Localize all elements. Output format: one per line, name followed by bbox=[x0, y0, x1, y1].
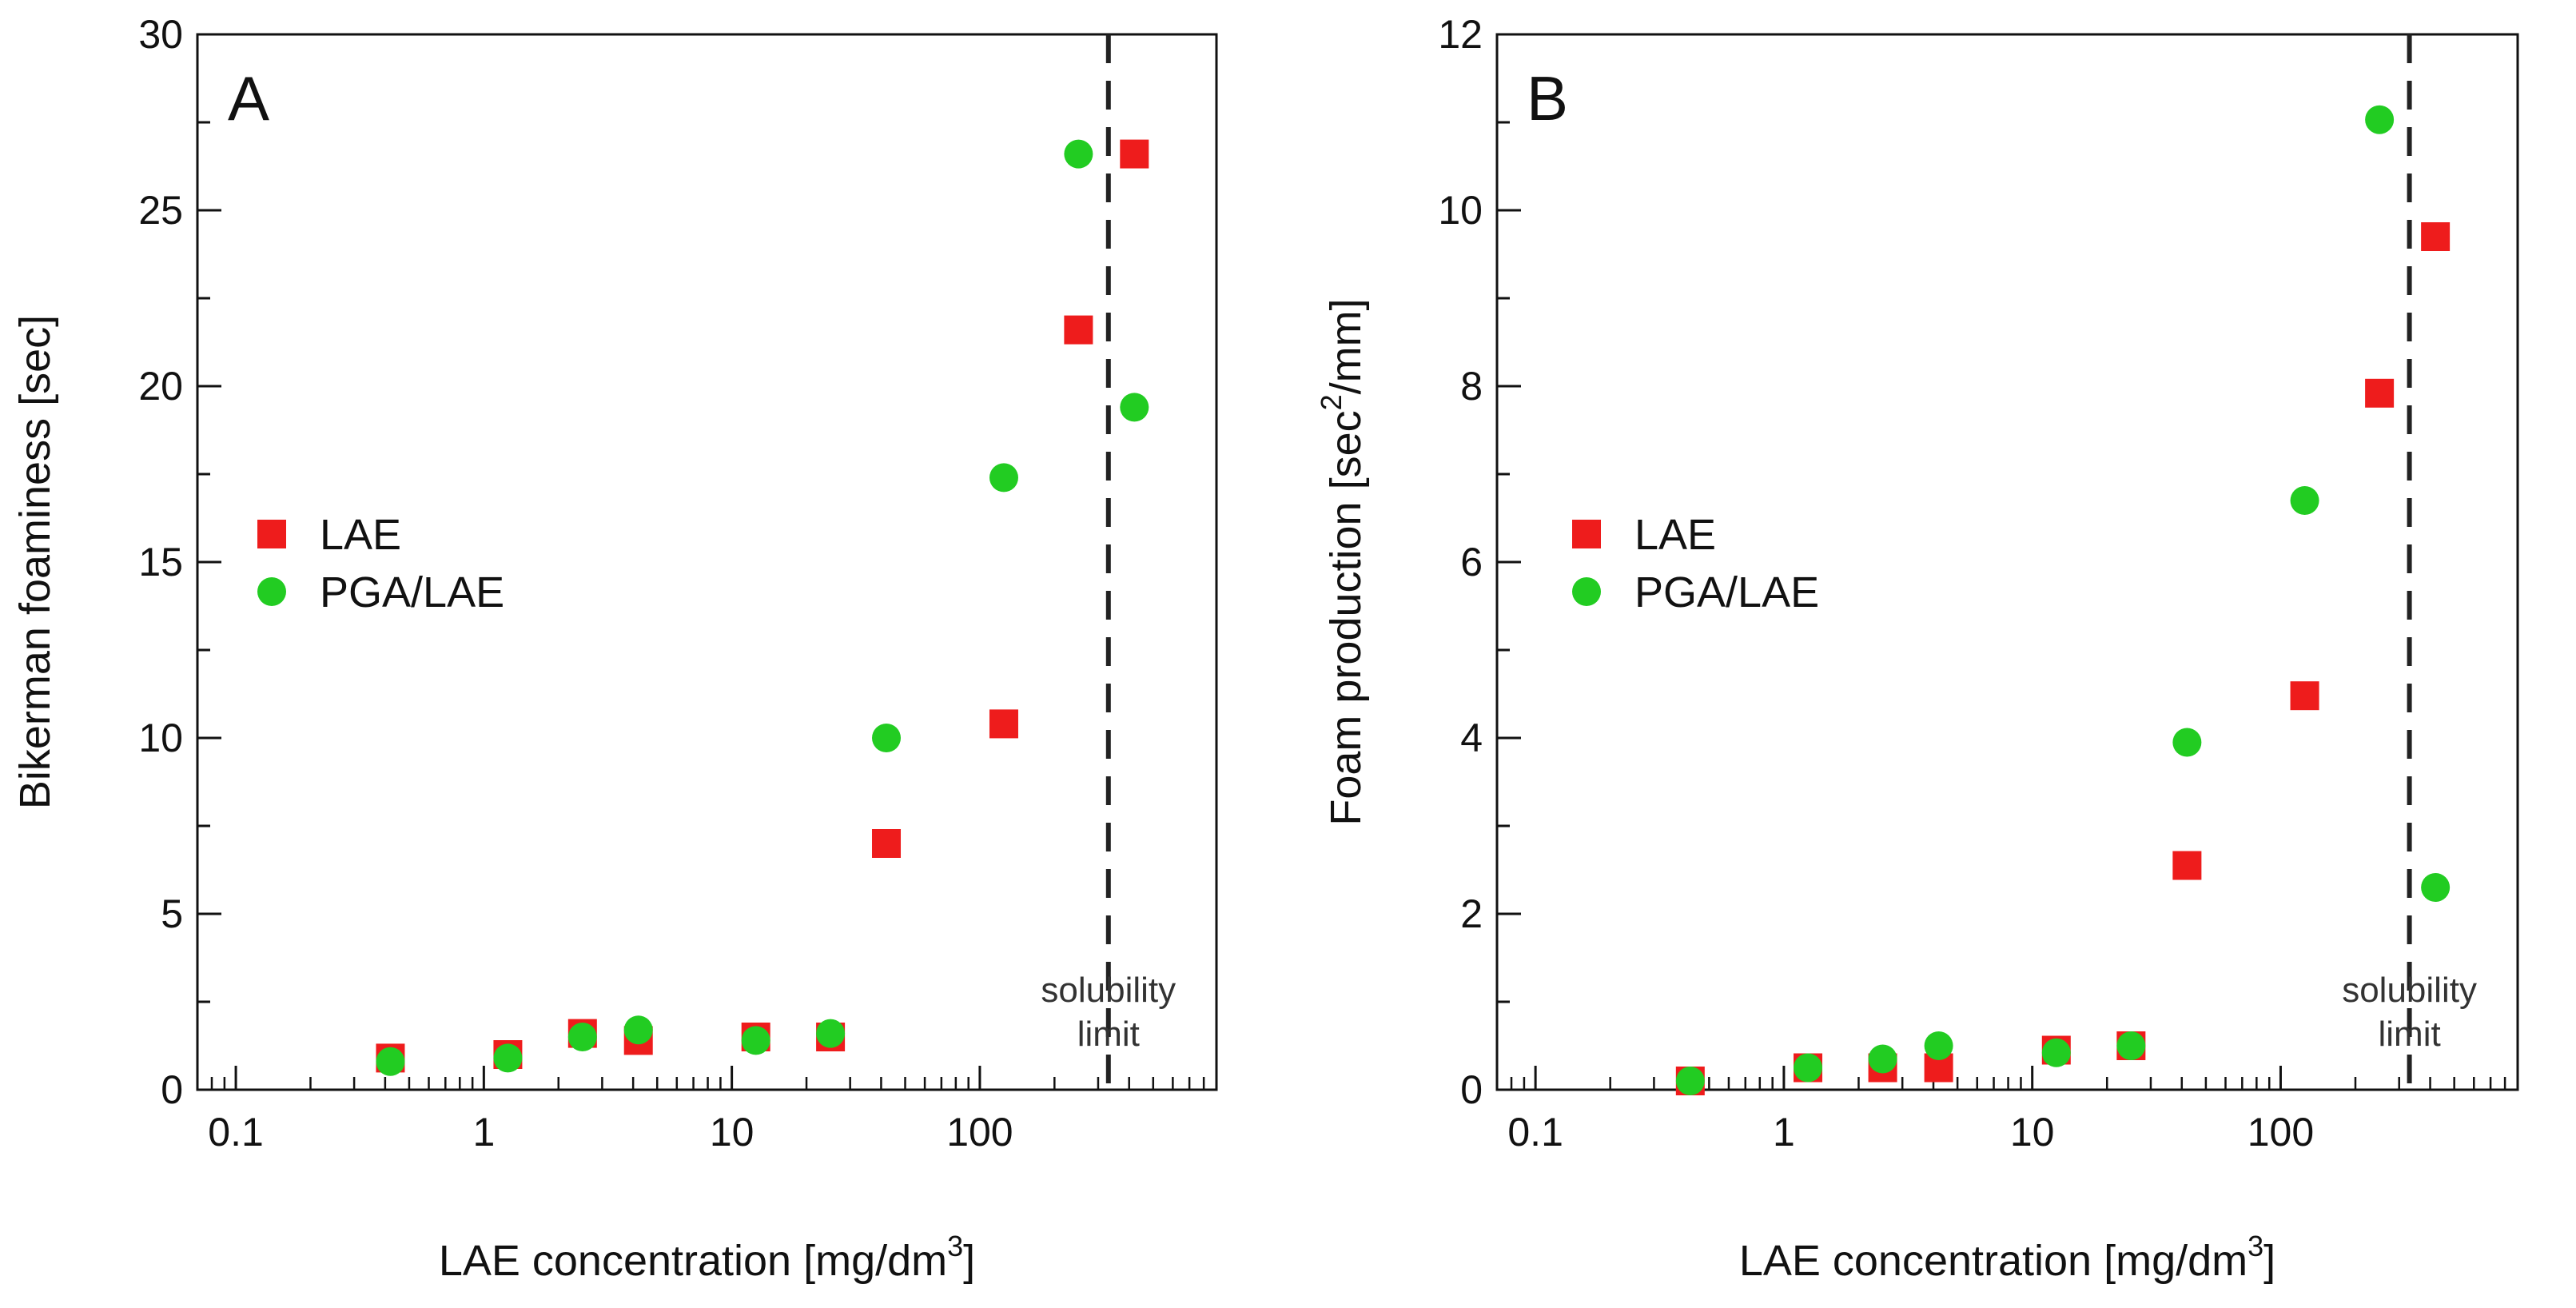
data-point bbox=[1064, 315, 1093, 345]
data-point bbox=[2041, 1038, 2071, 1067]
solubility-limit-label: limit bbox=[1077, 1015, 1140, 1054]
y-tick-label: 0 bbox=[161, 1067, 183, 1112]
x-tick-label: 10 bbox=[710, 1110, 754, 1154]
x-axis-title: LAE concentration [mg/dm3] bbox=[439, 1230, 975, 1285]
y-tick-label: 15 bbox=[138, 540, 183, 584]
legend-label: PGA/LAE bbox=[320, 568, 504, 616]
y-tick-label: 0 bbox=[1460, 1067, 1483, 1112]
data-point bbox=[741, 1026, 770, 1055]
legend-label: PGA/LAE bbox=[1634, 568, 1819, 616]
x-tick-label: 0.1 bbox=[1507, 1110, 1563, 1154]
chart-panel-A: 0 5 10 15 20 25 30 0.1 1 10 100 solubility limit A LAE… bbox=[11, 12, 1218, 1285]
x-tick-label: 100 bbox=[2248, 1110, 2314, 1154]
data-point bbox=[2290, 486, 2319, 515]
data-point bbox=[872, 724, 902, 752]
panel-letter: B bbox=[1527, 63, 1568, 134]
legend: LAE PGA/LAE bbox=[257, 511, 504, 616]
data-point bbox=[989, 709, 1018, 739]
solubility-limit-label: solubility bbox=[1041, 971, 1176, 1010]
plot-frame bbox=[196, 33, 1218, 1091]
legend-marker bbox=[1572, 577, 1601, 606]
data-point bbox=[1868, 1044, 1897, 1074]
legend-marker bbox=[257, 577, 286, 606]
legend-marker bbox=[257, 520, 286, 548]
y-tick-label: 4 bbox=[1460, 716, 1483, 760]
solubility-limit-label: limit bbox=[2378, 1015, 2440, 1054]
data-point bbox=[2365, 378, 2395, 408]
data-point bbox=[567, 1023, 597, 1051]
x-tick-label: 100 bbox=[946, 1110, 1013, 1154]
y-tick-label: 20 bbox=[138, 364, 183, 409]
data-point bbox=[376, 1047, 405, 1076]
legend-label: LAE bbox=[320, 511, 401, 559]
chart-panel-B: 0 2 4 6 8 10 12 0.1 1 10 100 solubility limit B LAE co… bbox=[1315, 12, 2519, 1285]
data-point bbox=[1924, 1031, 1953, 1060]
legend: LAE PGA/LAE bbox=[1572, 511, 1819, 616]
y-tick-label: 12 bbox=[1438, 12, 1483, 57]
data-point bbox=[2365, 105, 2395, 134]
y-tick-label: 25 bbox=[138, 188, 183, 233]
y-tick-label: 10 bbox=[1438, 188, 1483, 233]
data-point bbox=[2421, 222, 2451, 251]
data-point bbox=[872, 829, 902, 858]
y-tick-label: 2 bbox=[1460, 891, 1483, 936]
data-point bbox=[1120, 393, 1149, 422]
data-point bbox=[2421, 873, 2451, 902]
data-point bbox=[989, 463, 1018, 492]
plot-frame bbox=[1495, 33, 2519, 1091]
data-point bbox=[2172, 851, 2202, 880]
data-point bbox=[1120, 139, 1149, 169]
x-tick-label: 1 bbox=[1773, 1110, 1795, 1154]
legend-label: LAE bbox=[1634, 511, 1716, 559]
x-axis-title: LAE concentration [mg/dm3] bbox=[1739, 1230, 2275, 1285]
series-pga-lae bbox=[1675, 105, 2451, 1095]
data-point bbox=[2172, 728, 2202, 757]
y-axis-title: Foam production [sec2/mm] bbox=[1315, 298, 1370, 825]
data-point bbox=[1064, 139, 1093, 169]
series-pga-lae bbox=[376, 139, 1149, 1076]
series-lae bbox=[1675, 222, 2451, 1095]
y-axis-title: Bikerman foaminess [sec] bbox=[11, 315, 59, 809]
x-tick-label: 1 bbox=[472, 1110, 495, 1154]
data-point bbox=[1675, 1067, 1705, 1095]
data-point bbox=[2116, 1031, 2146, 1060]
y-tick-label: 10 bbox=[138, 716, 183, 760]
panel-letter: A bbox=[228, 63, 269, 134]
y-tick-label: 6 bbox=[1460, 540, 1483, 584]
y-tick-label: 8 bbox=[1460, 364, 1483, 409]
data-point bbox=[1794, 1053, 1823, 1083]
data-point bbox=[493, 1043, 523, 1073]
x-tick-label: 0.1 bbox=[208, 1110, 264, 1154]
x-tick-label: 10 bbox=[2010, 1110, 2055, 1154]
data-point bbox=[816, 1019, 846, 1048]
y-tick-label: 30 bbox=[138, 12, 183, 57]
data-point bbox=[2290, 681, 2319, 711]
y-tick-label: 5 bbox=[161, 891, 183, 936]
data-point bbox=[623, 1015, 653, 1045]
legend-marker bbox=[1572, 520, 1601, 548]
solubility-limit-label: solubility bbox=[2342, 971, 2477, 1010]
